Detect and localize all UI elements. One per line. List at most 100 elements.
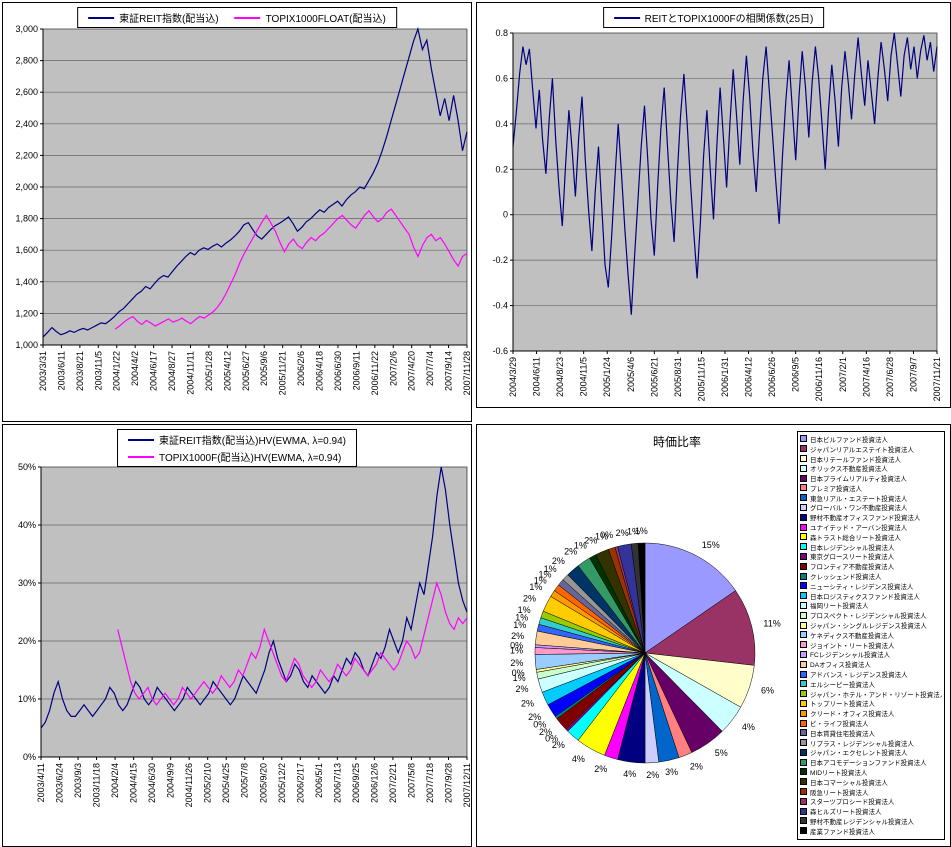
legend-entry-reit-hv: 東証REIT指数(配当込)HV(EWMA, λ=0.94) <box>128 432 346 447</box>
x-tick-label: 2005/6/27 <box>241 351 251 391</box>
legend-item-label: 日本賃貸住宅投資法人 <box>810 730 875 738</box>
hv-chart-legend: 東証REIT指数(配当込)HV(EWMA, λ=0.94) TOPIX1000F… <box>117 429 357 467</box>
legend-item-label: プレミア投資法人 <box>810 485 862 493</box>
legend-entry-correlation: REITとTOPIX1000Fの相関係数(25日) <box>613 10 813 25</box>
x-tick-label: 2003/9/3 <box>73 763 83 798</box>
x-tick-label: 2004/6/17 <box>149 351 159 391</box>
legend-item-label: ジャパン・シングルレジデンス投資法人 <box>810 623 927 630</box>
legend-item-label: アドバンス・レジデンス投資法人 <box>810 672 908 679</box>
y-tick-label: 1,600 <box>15 245 38 255</box>
pie-legend-item: アドバンス・レジデンス投資法人 <box>800 669 942 679</box>
x-tick-label: 2006/11/22 <box>370 351 380 395</box>
x-tick-label: 2007/2/21 <box>388 763 398 803</box>
x-tick-label: 2003/11/5 <box>93 351 103 390</box>
pie-slice-label: 4% <box>623 769 636 779</box>
legend-color-swatch <box>800 523 807 531</box>
pie-legend-item: 野村不動産レジデンシャル投資法人 <box>800 816 942 826</box>
legend-item-label: ジャパン・エクセレント投資法人 <box>810 750 908 758</box>
pie-legend-item: プレミア投資法人 <box>800 483 942 493</box>
legend-color-swatch <box>800 768 807 776</box>
y-tick-label: 2,600 <box>15 87 38 97</box>
pie-slice-label: 2% <box>564 547 577 557</box>
legend-item-label: ユナイテッド・アーバン投資法人 <box>810 525 908 532</box>
market-cap-pie-chart: 15%11%6%4%5%2%3%2%4%2%4%2%0%2%0%2%2%2%1%… <box>510 526 781 780</box>
pie-slice-label: 6% <box>761 686 774 696</box>
legend-color-swatch <box>800 670 807 678</box>
legend-item-label: 日本プライムリアルティ投資法人 <box>810 476 907 483</box>
pie-slice-label: 2% <box>594 764 607 774</box>
reit-hv-line-swatch <box>128 438 155 441</box>
legend-color-swatch <box>800 611 807 619</box>
x-tick-label: 2004/4/15 <box>129 763 139 803</box>
legend-item-label: 東京グロースリート投資法人 <box>810 554 895 562</box>
legend-color-swatch <box>800 817 807 825</box>
legend-color-swatch <box>800 582 807 590</box>
pie-slice-label: 2% <box>584 536 597 546</box>
pie-slice-label: 1% <box>595 532 608 542</box>
pie-legend-item: プロスペクト・レジデンシャル投資法人 <box>800 610 942 620</box>
x-tick-label: 2007/9/7 <box>908 357 918 392</box>
x-tick-label: 2005/6/21 <box>649 357 659 397</box>
reit-index-chart-panel: 3,000 2,800 2,600 2,400 2,200 2,000 1,800 1,600… <box>2 2 472 422</box>
pie-slice-label: 1% <box>513 620 526 630</box>
legend-item-label: FCレジデンシャル投資法人 <box>810 652 891 660</box>
y-tick-label: 1,400 <box>15 277 38 287</box>
legend-item-label: クレッシェンド投資法人 <box>810 574 882 581</box>
legend-color-swatch <box>800 503 807 511</box>
legend-item-label: スターツプロシード投資法人 <box>810 799 895 807</box>
x-tick-label: 2007/11/21 <box>932 357 942 401</box>
legend-color-swatch <box>800 601 807 609</box>
legend-color-swatch <box>800 572 807 580</box>
legend-item-label: 日本ビルファンド投資法人 <box>810 436 888 444</box>
pie-slice-label: 1% <box>518 605 531 615</box>
legend-color-swatch <box>800 758 807 766</box>
legend-item-label: リプラス・レジデンシャル投資法人 <box>810 740 914 748</box>
x-tick-label: 2005/7/8 <box>240 763 250 798</box>
pie-legend-item: フロンティア不動産投資法人 <box>800 561 942 571</box>
x-tick-label: 2006/2/17 <box>295 763 305 803</box>
pie-slice-label: 2% <box>539 727 552 737</box>
pie-chart-title: 時価比率 <box>652 435 701 449</box>
series-line-1 <box>117 580 468 706</box>
legend-item-label: ジャパン・ホテル・アンド・リゾート投資法人 <box>810 691 942 699</box>
x-tick-label: 2006/4/12 <box>744 357 754 397</box>
pie-legend-item: FCレジデンシャル投資法人 <box>800 650 942 660</box>
pie-slice-label: 0% <box>545 734 558 744</box>
x-tick-label: 2006/6/30 <box>333 351 343 391</box>
pie-slice-label: 3% <box>665 767 678 777</box>
pie-legend-item: ユナイテッド・アーバン投資法人 <box>800 522 942 532</box>
x-tick-label: 2006/1/31 <box>720 357 730 397</box>
legend-color-swatch <box>800 445 807 453</box>
legend-color-swatch <box>800 454 807 462</box>
pie-slice-label: 5% <box>715 748 728 758</box>
plot-area <box>512 32 938 352</box>
y-tick-label: 50% <box>18 462 36 472</box>
legend-item-label: ジャパンリアルエステイト投資法人 <box>810 446 914 454</box>
x-tick-label: 2005/8/31 <box>673 357 683 397</box>
legend-item-label: ニューシティ・レジデンス投資法人 <box>810 583 914 591</box>
reit-index-chart: 3,000 2,800 2,600 2,400 2,200 2,000 1,800 1,600… <box>15 24 471 395</box>
legend-color-swatch <box>800 680 807 688</box>
pie-legend-item: 日本賃貸住宅投資法人 <box>800 728 942 738</box>
x-tick-label: 2004/9/9 <box>166 763 176 798</box>
pie-slice-label: 0% <box>512 668 525 678</box>
x-tick-label: 2003/11/18 <box>92 763 102 807</box>
pie-slice-label: 2% <box>511 631 524 641</box>
series-line-0 <box>512 32 938 315</box>
x-tick-label: 2005/4/25 <box>221 763 231 803</box>
y-tick-label: 0% <box>23 752 36 762</box>
x-tick-label: 2007/7/4 <box>425 351 435 386</box>
x-tick-label: 2006/12/6 <box>369 763 379 803</box>
x-tick-label: 2006/11/16 <box>814 357 824 401</box>
y-tick-label: 2,800 <box>15 56 38 66</box>
legend-item-label: 阪急リート投資法人 <box>810 789 869 797</box>
legend-label-topix: TOPIX1000FLOAT(配当込) <box>265 14 386 25</box>
legend-item-label: オリックス不動産投資法人 <box>810 466 888 474</box>
x-tick-label: 2007/5/8 <box>406 763 416 798</box>
y-tick-label: 2,200 <box>15 150 38 160</box>
y-tick-label: 3,000 <box>15 24 38 34</box>
pie-slice-label: 1% <box>515 613 528 623</box>
legend-color-swatch <box>800 690 807 698</box>
y-tick-label: 0 <box>503 210 508 220</box>
legend-color-swatch <box>800 494 807 502</box>
